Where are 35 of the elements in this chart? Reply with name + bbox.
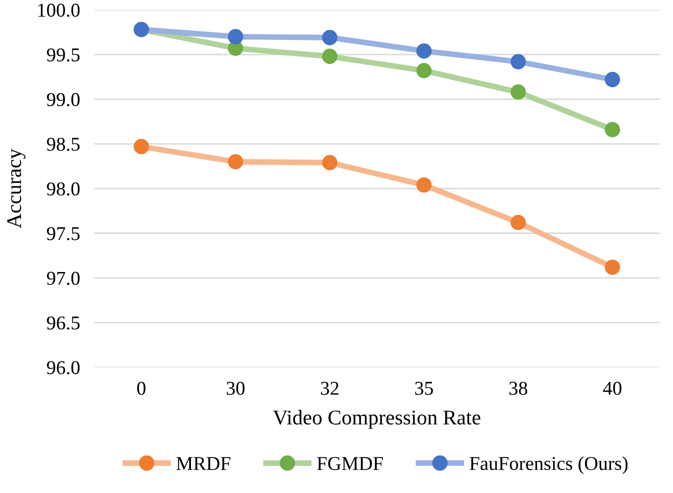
x-tick-label: 38 (509, 382, 528, 395)
x-tick-label: 40 (603, 382, 622, 395)
x-axis-title: Video Compression Rate (273, 410, 480, 429)
point (416, 43, 432, 59)
y-tick-label: 97.0 (46, 272, 80, 285)
y-axis-title: Accuracy (7, 148, 26, 228)
legend-label: FauForensics (Ours) (470, 456, 628, 474)
point (604, 72, 620, 88)
point (510, 214, 526, 230)
x-tick-label: 35 (415, 382, 433, 395)
y-tick-label: 99.0 (46, 93, 80, 106)
point (228, 154, 244, 170)
point (322, 30, 338, 46)
point (416, 62, 432, 78)
x-tick-label: 0 (137, 382, 146, 395)
legend-label: MRDF (176, 457, 230, 470)
y-tick-label: 97.5 (46, 227, 80, 240)
y-tick-label: 98.0 (46, 182, 80, 196)
point (322, 155, 338, 170)
y-tick-label: 96.5 (46, 316, 80, 330)
x-tick-label: 32 (320, 382, 338, 395)
y-tick-label: 96.0 (46, 361, 80, 374)
point (322, 48, 338, 64)
point (510, 84, 526, 100)
y-tick-label: 98.5 (46, 138, 80, 151)
point (228, 29, 244, 44)
point (416, 177, 432, 193)
point (604, 122, 620, 138)
y-tick-label: 100.0 (38, 4, 80, 17)
legend-label: FGMDF (317, 457, 383, 470)
x-tick-label: 30 (226, 382, 245, 395)
point (134, 138, 149, 154)
point (510, 54, 526, 70)
point (604, 260, 620, 275)
y-tick-label: 99.5 (46, 48, 80, 62)
